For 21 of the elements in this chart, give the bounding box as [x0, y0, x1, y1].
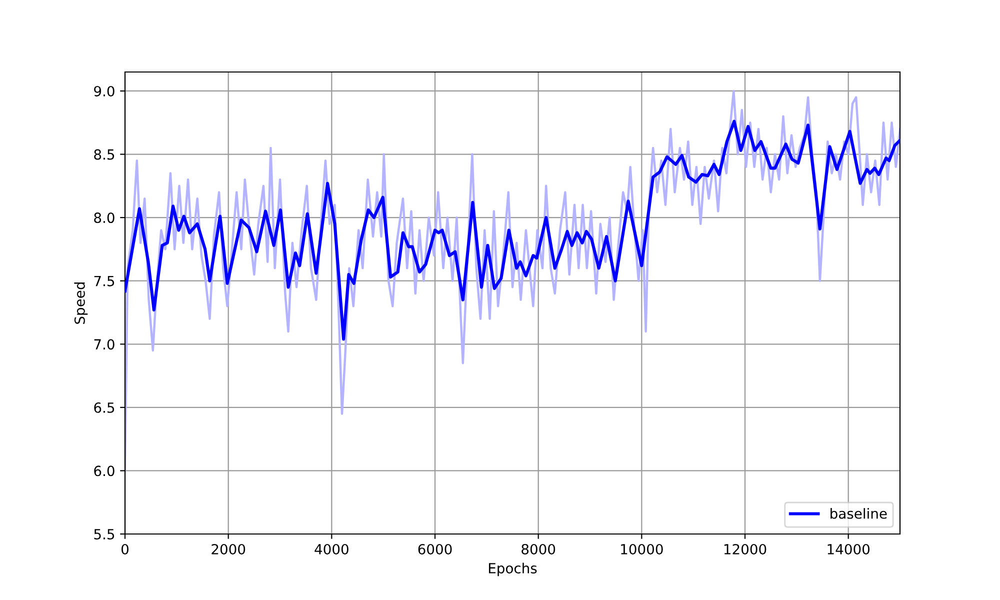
- x-tick-label: 8000: [522, 544, 556, 554]
- line-series: [125, 120, 900, 341]
- y-tick-label: 7.0: [94, 339, 114, 350]
- x-tick-label: 10000: [621, 544, 663, 554]
- y-tick-label: 8.0: [94, 212, 114, 224]
- y-tick-label: 9.0: [94, 86, 114, 96]
- x-tick-label: 0: [121, 544, 128, 554]
- y-tick-label: 5.5: [94, 529, 114, 540]
- x-tick-label: 4000: [314, 544, 348, 554]
- x-axis-title: Epochs: [488, 562, 537, 576]
- line-series: [125, 90, 900, 472]
- x-tick-label: 14000: [828, 544, 870, 554]
- y-tick-label: 6.5: [94, 402, 114, 413]
- x-tick-label: 6000: [418, 544, 452, 554]
- y-tick-label: 6.0: [94, 466, 114, 476]
- y-axis-title: Speed: [74, 282, 88, 324]
- x-tick-label: 2000: [212, 544, 246, 554]
- y-tick-label: 8.5: [94, 149, 114, 160]
- y-tick-label: 7.5: [94, 276, 114, 286]
- x-tick-label: 12000: [724, 544, 766, 554]
- legend-label: baseline: [830, 508, 887, 519]
